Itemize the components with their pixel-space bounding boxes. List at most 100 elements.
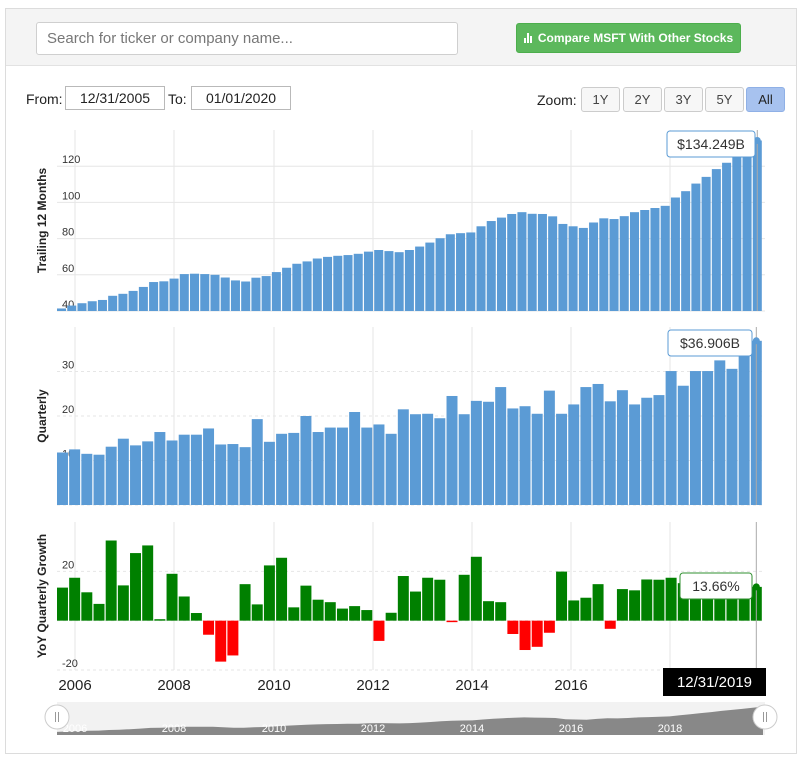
data-bar <box>292 263 302 311</box>
chart-container <box>5 8 797 754</box>
data-bar <box>537 213 547 311</box>
hover-marker <box>752 337 760 345</box>
data-bar <box>363 251 373 311</box>
data-bar <box>599 218 609 311</box>
data-bar <box>93 454 105 505</box>
data-bar <box>446 395 458 505</box>
data-bar <box>410 591 421 621</box>
data-bar <box>117 438 129 505</box>
data-bar <box>470 556 482 621</box>
data-bar <box>495 387 507 505</box>
data-bar <box>215 620 227 662</box>
data-bar <box>483 401 494 505</box>
data-bar <box>87 301 97 311</box>
navigator-year-label: 2016 <box>559 723 583 735</box>
zoom-all-button[interactable]: All <box>746 87 785 112</box>
data-bar <box>349 412 361 505</box>
navigator-right-handle[interactable] <box>752 704 778 730</box>
data-bar <box>456 233 466 311</box>
data-bar <box>394 252 404 311</box>
data-bar <box>81 592 93 621</box>
x-tick-label: 2006 <box>58 677 91 694</box>
data-bar <box>660 205 670 311</box>
hover-marker <box>752 583 760 591</box>
from-date-input[interactable]: 12/31/2005 <box>65 86 165 110</box>
data-bar <box>203 428 215 505</box>
data-bar <box>154 432 166 505</box>
data-bar <box>179 274 189 311</box>
data-bar <box>458 574 470 621</box>
data-bar <box>97 299 107 311</box>
data-bar <box>385 433 397 505</box>
navigator-year-label: 2008 <box>162 723 186 735</box>
data-bar <box>446 620 458 623</box>
compare-stocks-button[interactable]: Compare MSFT With Other Stocks <box>516 23 741 53</box>
data-bar <box>458 414 470 505</box>
zoom-2y-button[interactable]: 2Y <box>623 87 662 112</box>
data-bar <box>519 406 531 505</box>
data-bar <box>239 447 251 505</box>
data-bar <box>203 620 215 635</box>
data-bar <box>665 371 677 505</box>
data-bar <box>556 571 568 621</box>
data-bar <box>336 427 348 505</box>
zoom-5y-button[interactable]: 5Y <box>705 87 744 112</box>
data-bar <box>190 273 200 311</box>
data-bar <box>166 440 178 505</box>
data-bar <box>57 308 67 311</box>
search-input[interactable] <box>36 22 458 55</box>
navigator-left-handle[interactable] <box>44 704 70 730</box>
data-bar <box>604 620 616 629</box>
data-bar <box>227 444 239 505</box>
data-bar <box>130 553 141 621</box>
data-bar <box>385 612 397 621</box>
tooltip-box <box>679 572 753 600</box>
data-bar <box>677 385 689 505</box>
navigator-year-label: 2006 <box>63 723 87 735</box>
y-axis-title: Quarterly <box>35 389 49 443</box>
data-bar <box>324 602 336 621</box>
data-bar <box>397 409 409 505</box>
data-bar <box>227 620 239 656</box>
data-bar <box>548 216 558 311</box>
data-bar <box>589 222 599 311</box>
y-tick-label: 20 <box>62 559 74 571</box>
data-bar <box>689 579 701 621</box>
data-bar <box>263 565 275 621</box>
data-bar <box>665 577 677 621</box>
compare-button-label: Compare MSFT With Other Stocks <box>537 31 734 45</box>
data-bar <box>276 433 288 505</box>
data-bar <box>300 416 312 505</box>
data-bar <box>69 449 81 506</box>
handle-circle <box>44 704 70 730</box>
data-bar <box>57 587 68 621</box>
navigator-year-label: 2014 <box>460 723 484 735</box>
data-bar <box>486 221 496 311</box>
data-bar <box>178 596 190 621</box>
to-date-input[interactable]: 01/01/2020 <box>191 86 291 110</box>
data-bar <box>282 267 292 311</box>
range-navigator: 2006 2008 2010 2012 2014 2016 2018 <box>44 702 778 735</box>
tooltip-value: $36.906B <box>680 335 740 351</box>
data-bar <box>251 419 263 505</box>
data-bar <box>726 590 738 621</box>
data-bar <box>300 585 312 621</box>
data-bar <box>128 290 138 311</box>
y-tick-label: -20 <box>62 658 78 670</box>
data-bar <box>312 432 324 505</box>
zoom-3y-button[interactable]: 3Y <box>664 87 703 112</box>
data-bar <box>200 274 210 311</box>
x-tick-label: 2012 <box>356 677 389 694</box>
data-bar <box>190 613 202 621</box>
data-bar <box>629 404 641 505</box>
data-bar <box>251 604 263 621</box>
data-bar <box>568 600 580 621</box>
data-bar <box>650 208 660 311</box>
data-bar <box>154 619 166 621</box>
data-bar <box>190 434 202 505</box>
data-bar <box>507 213 517 311</box>
data-bar <box>527 213 537 311</box>
zoom-1y-button[interactable]: 1Y <box>581 87 620 112</box>
